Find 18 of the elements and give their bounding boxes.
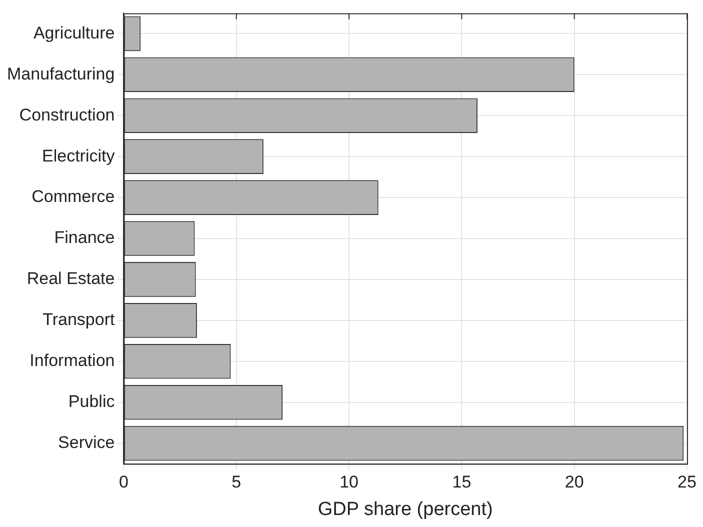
y-tick-label: Real Estate [26,269,115,288]
x-axis-title: GDP share (percent) [318,498,493,520]
x-tick-label: 25 [678,472,696,492]
y-tick-label: Information [30,351,115,370]
x-tick-label: 0 [118,472,128,492]
x-tick-label: 5 [232,472,242,492]
y-tick-label: Service [58,433,115,452]
x-tick-label: 20 [564,472,584,492]
y-tick-label: Agriculture [33,23,115,42]
y-tick-label: Manufacturing [6,64,115,84]
y-tick-label: Transport [42,310,115,330]
x-tick-label: 15 [452,472,472,492]
y-tick-label: Construction [19,105,115,124]
y-tick-label: Finance [54,228,115,248]
y-tick-label: Public [68,392,116,412]
y-tick-label: Electricity [42,146,116,166]
x-tick-label: 10 [340,472,358,492]
y-tick-label: Commerce [32,187,115,206]
